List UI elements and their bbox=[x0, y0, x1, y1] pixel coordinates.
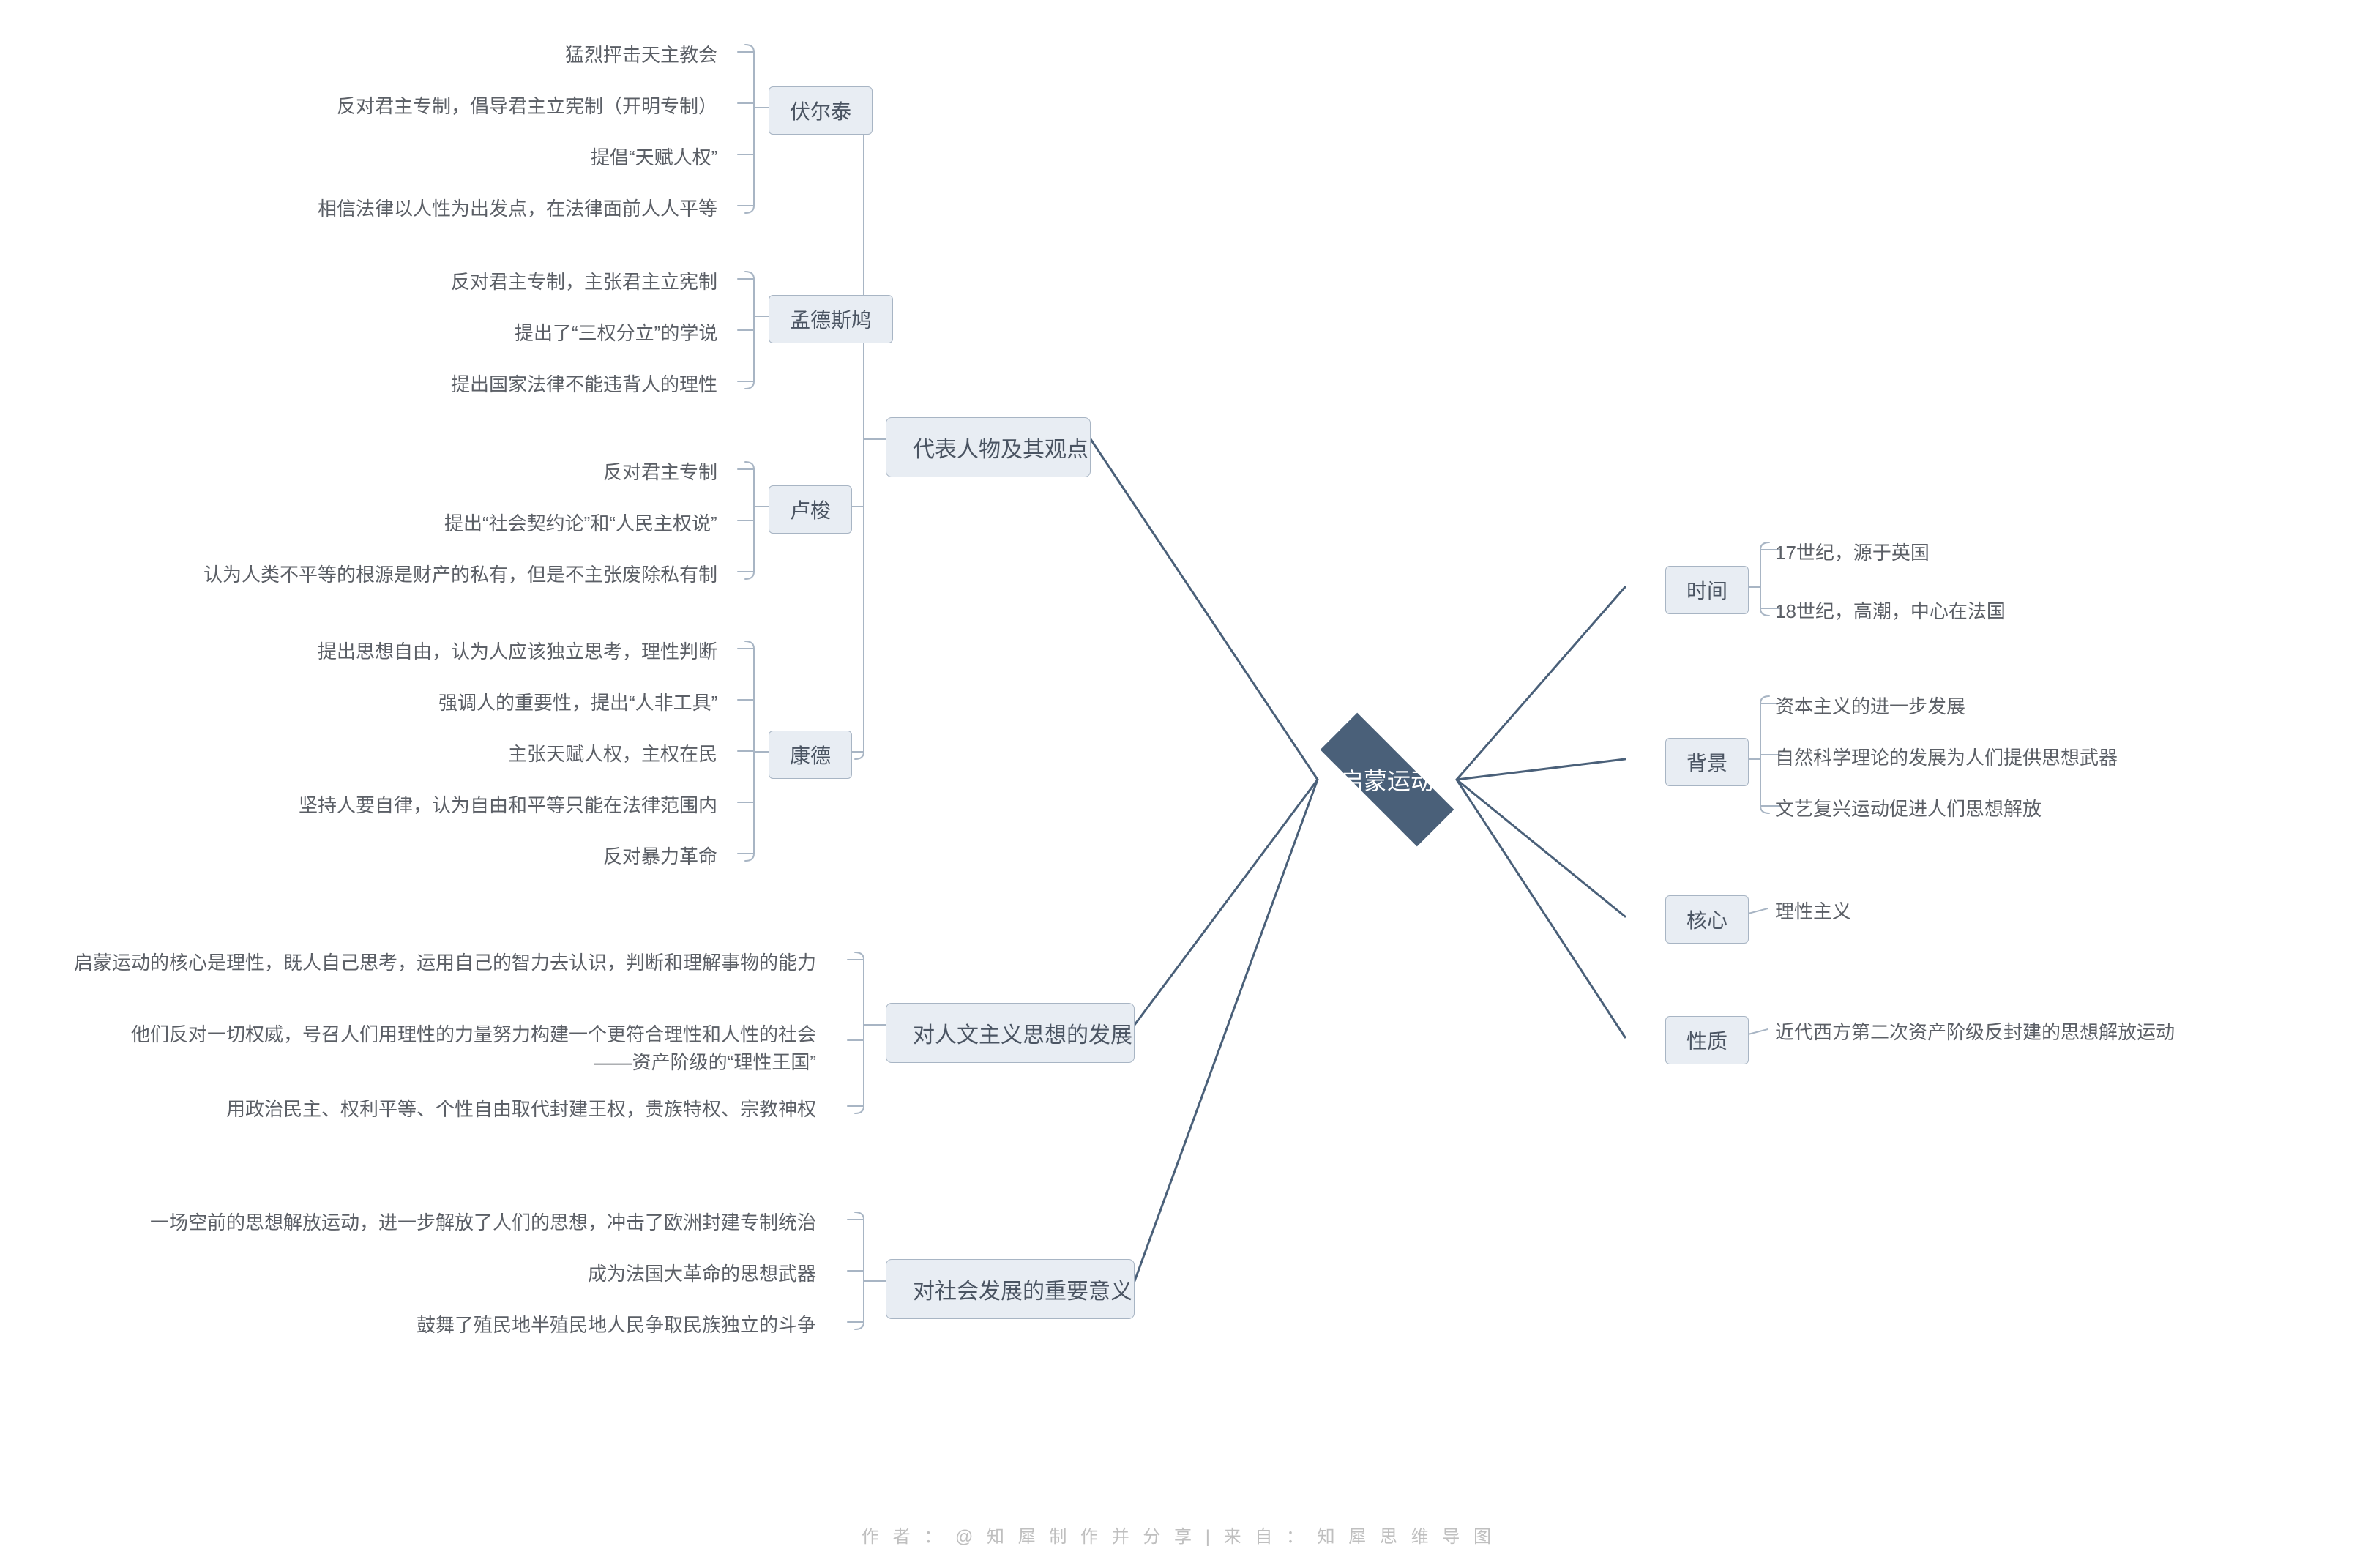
leaf-left-0-3-3: 坚持人要自律，认为自由和平等只能在法律范围内 bbox=[299, 791, 717, 818]
sub-0-1: 孟德斯鸠 bbox=[769, 295, 893, 343]
leaf-left-0-3-0: 提出思想自由，认为人应该独立思考，理性判断 bbox=[318, 637, 717, 664]
leaf-left-0-0-2: 提倡“天赋人权” bbox=[591, 143, 717, 170]
leaf-left-2-2: 鼓舞了殖民地半殖民地人民争取民族独立的斗争 bbox=[417, 1310, 816, 1337]
sub-0-0: 伏尔泰 bbox=[769, 86, 873, 135]
leaf-right-0-0: 17世纪，源于英国 bbox=[1775, 538, 1930, 565]
leaf-right-1-2: 文艺复兴运动促进人们思想解放 bbox=[1775, 794, 2042, 821]
leaf-right-1-0: 资本主义的进一步发展 bbox=[1775, 692, 1965, 719]
mindmap-root: 启蒙运动 bbox=[1307, 732, 1468, 827]
leaf-left-0-1-2: 提出国家法律不能违背人的理性 bbox=[451, 370, 717, 397]
leaf-left-0-0-0: 猛烈抨击天主教会 bbox=[565, 40, 717, 67]
sub-0-3: 康德 bbox=[769, 731, 852, 779]
leaf-left-0-1-0: 反对君主专制，主张君主立宪制 bbox=[451, 267, 717, 294]
leaf-left-0-0-3: 相信法律以人性为出发点，在法律面前人人平等 bbox=[318, 194, 717, 221]
leaf-left-0-3-1: 强调人的重要性，提出“人非工具” bbox=[438, 688, 717, 715]
branch-right-2: 核心 bbox=[1665, 895, 1749, 944]
leaf-left-2-1: 成为法国大革命的思想武器 bbox=[588, 1259, 816, 1286]
sub-0-2: 卢梭 bbox=[769, 485, 852, 534]
leaf-right-0-1: 18世纪，高潮，中心在法国 bbox=[1775, 597, 2006, 624]
leaf-right-1-1: 自然科学理论的发展为人们提供思想武器 bbox=[1775, 743, 2118, 770]
leaf-left-0-3-2: 主张天赋人权，主权在民 bbox=[508, 739, 717, 766]
branch-right-0: 时间 bbox=[1665, 566, 1749, 614]
leaf-left-0-2-0: 反对君主专制 bbox=[603, 458, 717, 485]
leaf-right-2-0: 理性主义 bbox=[1775, 897, 1851, 924]
leaf-left-1-1: 他们反对一切权威，号召人们用理性的力量努力构建一个更符合理性和人性的社会——资产… bbox=[99, 1021, 816, 1076]
leaf-left-1-0: 启蒙运动的核心是理性，既人自己思考，运用自己的智力去认识，判断和理解事物的能力 bbox=[74, 948, 816, 975]
leaf-left-0-2-1: 提出“社会契约论”和“人民主权说” bbox=[444, 509, 717, 536]
leaf-right-3-0: 近代西方第二次资产阶级反封建的思想解放运动 bbox=[1775, 1018, 2175, 1045]
branch-left-1: 对人文主义思想的发展 bbox=[886, 1003, 1135, 1063]
leaf-left-2-0: 一场空前的思想解放运动，进一步解放了人们的思想，冲击了欧洲封建专制统治 bbox=[150, 1208, 816, 1235]
leaf-left-1-2: 用政治民主、权利平等、个性自由取代封建王权，贵族特权、宗教神权 bbox=[226, 1094, 816, 1121]
branch-right-1: 背景 bbox=[1665, 738, 1749, 786]
leaf-left-0-0-1: 反对君主专制，倡导君主立宪制（开明专制） bbox=[337, 92, 717, 119]
branch-left-2: 对社会发展的重要意义 bbox=[886, 1259, 1135, 1319]
leaf-left-0-2-2: 认为人类不平等的根源是财产的私有，但是不主张废除私有制 bbox=[203, 560, 717, 587]
leaf-left-0-1-1: 提出了“三权分立”的学说 bbox=[515, 318, 717, 346]
root-label: 启蒙运动 bbox=[1307, 732, 1468, 827]
branch-right-3: 性质 bbox=[1665, 1016, 1749, 1064]
branch-left-0: 代表人物及其观点 bbox=[886, 417, 1091, 477]
leaf-left-0-3-4: 反对暴力革命 bbox=[603, 842, 717, 869]
footer-credit: 作 者 ： @ 知 犀 制 作 并 分 享 | 来 自 ： 知 犀 思 维 导 … bbox=[0, 1522, 2357, 1548]
